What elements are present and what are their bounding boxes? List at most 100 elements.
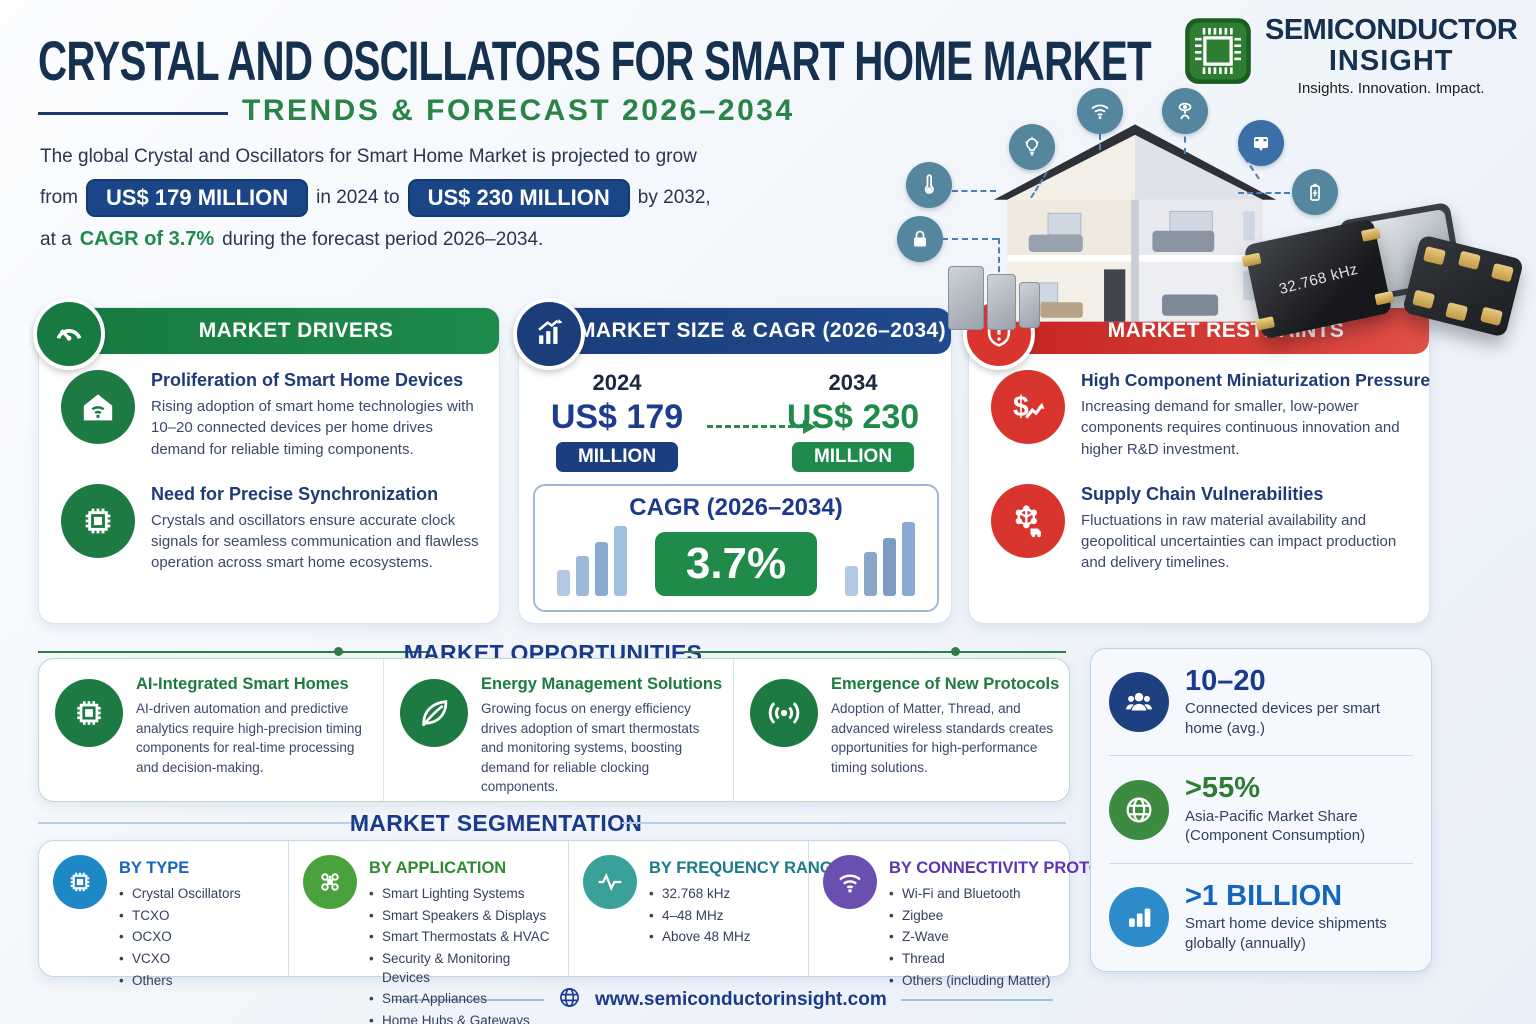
segment-item: Others (including Matter) xyxy=(889,972,1137,991)
segment-group: BY APPLICATION Smart Lighting Systems Sm… xyxy=(289,841,569,1024)
market-drivers-title: MARKET DRIVERS xyxy=(198,319,394,342)
opportunity-title: AI-Integrated Smart Homes xyxy=(136,675,349,693)
intro-paragraph: The global Crystal and Oscillators for S… xyxy=(40,146,820,262)
segment-list: Wi-Fi and Bluetooth Zigbee Z-Wave Thread… xyxy=(889,885,1137,990)
market-size-card: MARKET SIZE & CAGR (2026–2034) 2024 US$ … xyxy=(513,298,952,624)
subtitle-rule xyxy=(38,112,228,115)
growth-chart-icon xyxy=(513,298,585,370)
intro-from: from xyxy=(40,187,78,208)
brand-name-line1: SEMICONDUCTOR xyxy=(1265,14,1518,46)
segment-item: Home Hubs & Gateways xyxy=(369,1012,558,1024)
footer-url[interactable]: www.semiconductorinsight.com xyxy=(595,989,887,1010)
oscillator-chip-smd xyxy=(1401,234,1525,338)
connector-line xyxy=(1238,192,1290,194)
segment-item: Wi-Fi and Bluetooth xyxy=(889,885,1137,904)
segment-item: Smart Lighting Systems xyxy=(369,885,558,904)
page-title: CRYSTAL AND OSCILLATORS FOR SMART HOME M… xyxy=(38,29,1152,92)
driver-item: Need for Precise Synchronization Crystal… xyxy=(61,483,483,574)
segmentation-section-title: MARKET SEGMENTATION xyxy=(349,810,643,836)
connector-line xyxy=(1184,114,1186,154)
chip-logo-icon xyxy=(1183,16,1253,91)
molecule-icon xyxy=(303,855,357,909)
bar-chart-icon xyxy=(1109,887,1169,948)
driver-text: Crystals and oscillators ensure accurate… xyxy=(151,511,479,572)
divider-dot xyxy=(951,647,960,656)
segment-group: BY TYPE Crystal Oscillators TCXO OCXO VC… xyxy=(39,841,289,990)
svg-text:$: $ xyxy=(1013,391,1029,423)
broadcast-icon xyxy=(750,679,818,747)
driver-title: Need for Precise Synchronization xyxy=(151,483,439,504)
segment-item: Crystal Oscillators xyxy=(119,885,241,904)
segment-item: VCXO xyxy=(119,950,241,969)
thermometer-icon xyxy=(906,162,952,208)
stats-divider xyxy=(1109,755,1413,757)
intro-mid: in 2024 to xyxy=(316,187,400,208)
opportunity-title: Emergence of New Protocols xyxy=(831,675,1060,693)
cagr-emphasis: CAGR of 3.7% xyxy=(79,228,215,250)
supply-chain-icon xyxy=(991,483,1065,558)
stat-label: Asia-Pacific Market Share (Component Con… xyxy=(1185,807,1366,845)
driver-title: Proliferation of Smart Home Devices xyxy=(151,370,464,390)
smart-panel-icon xyxy=(1238,120,1284,166)
smart-home-house xyxy=(993,124,1277,322)
market-segmentation-card: BY TYPE Crystal Oscillators TCXO OCXO VC… xyxy=(38,840,1137,1024)
appliance-box xyxy=(948,266,984,330)
divider-line xyxy=(38,822,368,824)
segment-title: BY APPLICATION xyxy=(369,859,507,877)
opportunity-text: Growing focus on energy efficiency drive… xyxy=(481,701,700,795)
segment-item: Zigbee xyxy=(889,907,1137,926)
start-unit-badge: MILLION xyxy=(555,442,679,472)
restraint-text: Increasing demand for smaller, low-power… xyxy=(1081,398,1400,458)
stat-value: >1 BILLION xyxy=(1185,879,1343,912)
segment-item: 4–48 MHz xyxy=(649,907,844,926)
segment-group: BY FREQUENCY RANGE 32.768 kHz 4–48 MHz A… xyxy=(569,841,844,976)
segment-list: 32.768 kHz 4–48 MHz Above 48 MHz xyxy=(649,885,844,947)
restraint-title: Supply Chain Vulnerabilities xyxy=(1081,483,1324,504)
waveform-icon xyxy=(583,855,637,909)
segment-list: Smart Lighting Systems Smart Speakers & … xyxy=(369,885,558,1024)
segment-item: Smart Speakers & Displays xyxy=(369,907,558,926)
driver-text: Rising adoption of smart home technologi… xyxy=(151,398,474,458)
chip-icon xyxy=(53,855,107,909)
start-value: US$ 179 xyxy=(550,398,684,436)
appliance-box xyxy=(1019,282,1040,328)
security-camera-icon xyxy=(1162,88,1208,134)
segment-item: Security & Monitoring Devices xyxy=(369,950,558,987)
segment-title: BY CONNECTIVITY PROTOCOL xyxy=(889,859,1137,877)
connector-line xyxy=(952,190,996,192)
divider-line xyxy=(622,822,1066,824)
segment-item: 32.768 kHz xyxy=(649,885,844,904)
segment-item: Others xyxy=(119,972,241,991)
appliance-box xyxy=(987,274,1016,330)
cagr-value: 3.7% xyxy=(655,532,817,596)
stat-value: >55% xyxy=(1185,772,1260,805)
growth-arrow xyxy=(707,420,816,434)
driver-item: Proliferation of Smart Home Devices Risi… xyxy=(61,370,483,460)
segment-item: Z-Wave xyxy=(889,928,1137,947)
divider-line xyxy=(900,999,1053,1001)
stat-value: 10–20 xyxy=(1185,665,1266,697)
end-year: 2034 xyxy=(828,370,878,395)
market-size-header: MARKET SIZE & CAGR (2026–2034) xyxy=(519,308,951,354)
segment-title: BY FREQUENCY RANGE xyxy=(649,859,844,877)
cagr-title: CAGR (2026–2034) xyxy=(629,494,843,521)
segment-item: Above 48 MHz xyxy=(649,928,844,947)
restraint-text: Fluctuations in raw material availabilit… xyxy=(1081,511,1397,572)
segment-item: TCXO xyxy=(119,907,241,926)
intro-at: at a xyxy=(40,228,72,250)
smart-home-wifi-icon xyxy=(61,370,135,444)
stat-item: >1 BILLION Smart home device shipments g… xyxy=(1091,864,1431,970)
opportunity-title: Energy Management Solutions xyxy=(481,675,723,693)
leaf-icon xyxy=(400,679,468,747)
stat-item: 10–20 Connected devices per smart home (… xyxy=(1091,649,1431,755)
market-opportunities-card: AI-Integrated Smart Homes AI-driven auto… xyxy=(38,658,1070,802)
segment-item: OCXO xyxy=(119,928,241,947)
stat-item: >55% Asia-Pacific Market Share (Componen… xyxy=(1091,756,1431,862)
market-size-title: MARKET SIZE & CAGR (2026–2034) xyxy=(578,319,946,342)
intro-line1: The global Crystal and Oscillators for S… xyxy=(40,146,697,167)
divider-line xyxy=(684,651,1066,653)
bar-chart-decoration xyxy=(845,522,915,596)
stat-label: Smart home device shipments globally (an… xyxy=(1185,915,1387,952)
market-restraints-card: MARKET RESTRAINTS $ High Component Minia… xyxy=(963,298,1430,624)
